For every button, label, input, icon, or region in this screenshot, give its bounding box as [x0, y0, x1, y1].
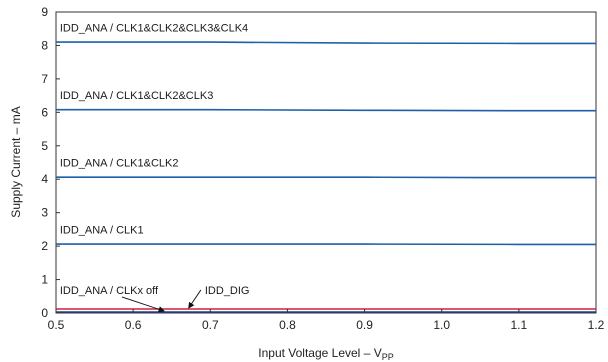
x-tick-label: 1.0 — [433, 318, 450, 332]
series-label-idd-ana-clk1: IDD_ANA / CLK1 — [60, 224, 144, 236]
y-tick-label: 6 — [41, 105, 48, 119]
x-tick-label: 1.1 — [511, 318, 528, 332]
series-label-idd-ana-clk1-clk2-clk3-clk4: IDD_ANA / CLK1&CLK2&CLK3&CLK4 — [60, 22, 248, 34]
x-tick-label: 0.7 — [202, 318, 219, 332]
y-tick-label: 4 — [41, 172, 48, 186]
x-tick-label: 0.6 — [125, 318, 142, 332]
y-tick-label: 0 — [41, 306, 48, 320]
annotation-arrow — [188, 289, 202, 309]
y-tick-label: 8 — [41, 38, 48, 52]
x-tick-label: 0.5 — [48, 318, 65, 332]
annotation-arrow — [121, 296, 165, 313]
series-label-idd-ana-clk1-clk2: IDD_ANA / CLK1&CLK2 — [60, 158, 179, 170]
y-axis-title: Supply Current – mA — [9, 106, 23, 217]
x-axis-title-main: Input Voltage Level – V — [258, 346, 381, 360]
series-line-idd-ana-clk1-clk2-clk3-clk4 — [56, 41, 596, 45]
x-axis-title: Input Voltage Level – VPP — [258, 346, 393, 362]
series-label-idd-ana-clkx-off: IDD_ANA / CLKx off — [60, 285, 159, 297]
y-tick-label: 1 — [41, 273, 48, 287]
y-tick-label: 2 — [41, 239, 48, 253]
plot-area — [55, 11, 597, 314]
annotation-layer: IDD_ANA / CLK1&CLK2&CLK3&CLK4 IDD_ANA / C… — [60, 22, 250, 313]
y-tick-label: 9 — [41, 5, 48, 19]
y-tick-label: 7 — [41, 72, 48, 86]
x-tick-label: 0.8 — [279, 318, 296, 332]
x-axis-title-subscript: PP — [382, 352, 394, 362]
series-line-idd-ana-clk1-clk2-clk3 — [56, 108, 596, 112]
y-axis: 0 1 2 3 4 5 6 7 8 9 — [41, 5, 60, 320]
series-label-idd-ana-clk1-clk2-clk3: IDD_ANA / CLK1&CLK2&CLK3 — [60, 90, 213, 102]
x-tick-label: 0.9 — [356, 318, 373, 332]
y-tick-label: 3 — [41, 206, 48, 220]
x-axis: 0.5 0.6 0.7 0.8 0.9 1.0 1.1 1.2 — [48, 309, 605, 332]
series-label-idd-dig: IDD_DIG — [205, 285, 250, 297]
y-tick-label: 5 — [41, 139, 48, 153]
x-tick-label: 1.2 — [588, 318, 605, 332]
